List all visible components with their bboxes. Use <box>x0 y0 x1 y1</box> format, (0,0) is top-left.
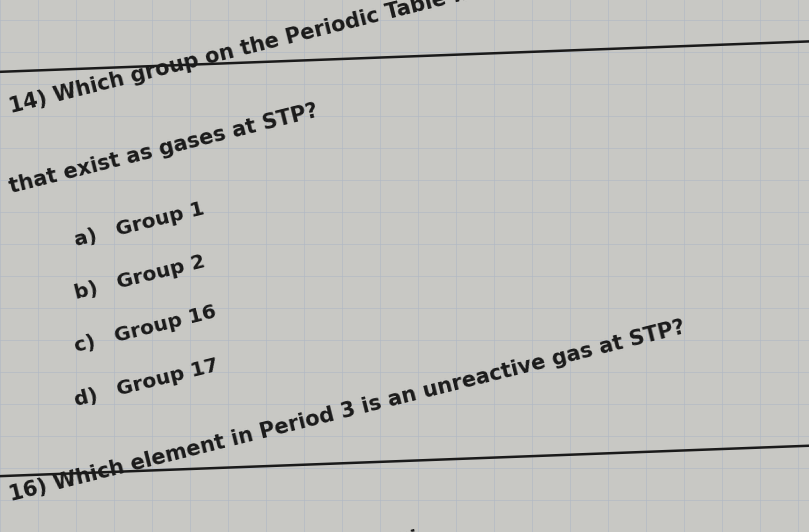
Text: b) Group 2: b) Group 2 <box>72 252 207 303</box>
Text: 14) Which group on the Periodic Table has two elements: 14) Which group on the Periodic Table ha… <box>7 0 658 117</box>
Text: a) Group 1: a) Group 1 <box>72 200 206 250</box>
Text: 16) Which element in Period 3 is an unreactive gas at STP?: 16) Which element in Period 3 is an unre… <box>7 318 688 505</box>
Text: that exist as gases at STP?: that exist as gases at STP? <box>7 101 320 197</box>
Text: d) Group 17: d) Group 17 <box>72 355 221 410</box>
Text: c) Group 16: c) Group 16 <box>72 303 218 356</box>
Text: c) Si: c) Si <box>367 528 421 532</box>
